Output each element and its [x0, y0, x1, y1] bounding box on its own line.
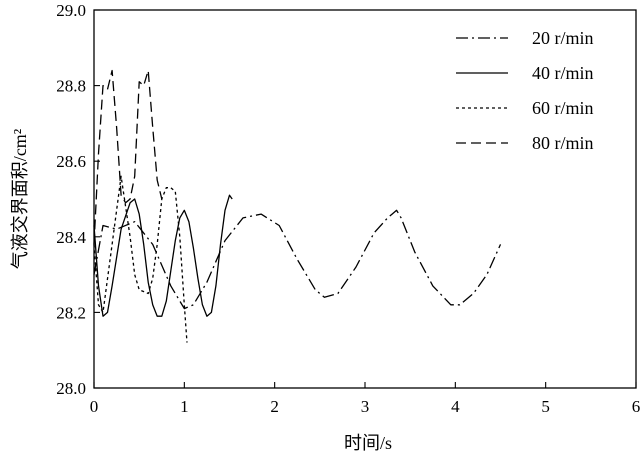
legend-label-1: 20 r/min [532, 28, 594, 48]
x-tick-label: 3 [361, 397, 370, 416]
series-line-2 [93, 194, 233, 317]
x-tick-label: 6 [632, 397, 641, 416]
y-axis-title: 气液交界面积/cm² [10, 129, 30, 269]
series-layer [93, 69, 502, 343]
series-line-4 [93, 69, 163, 245]
y-tick-label: 28.0 [56, 379, 86, 398]
y-tick-label: 28.4 [56, 228, 86, 247]
x-axis-title: 时间/s [344, 433, 392, 453]
series-line-1 [93, 209, 502, 310]
series-line-3 [93, 175, 188, 343]
x-tick-label: 2 [270, 397, 279, 416]
x-tick-label: 0 [90, 397, 99, 416]
y-tick-label: 28.2 [56, 303, 86, 322]
y-tick-label: 28.6 [56, 152, 86, 171]
legend-label-4: 80 r/min [532, 133, 594, 153]
legend-label-2: 40 r/min [532, 63, 594, 83]
x-tick-label: 1 [180, 397, 189, 416]
legend-label-3: 60 r/min [532, 98, 594, 118]
y-tick-label: 29.0 [56, 1, 86, 20]
y-tick-label: 28.8 [56, 77, 86, 96]
x-tick-label: 5 [541, 397, 550, 416]
legend: 20 r/min 40 r/min 60 r/min 80 r/min [456, 28, 594, 153]
axes: 0 1 2 3 4 5 6 28.0 28.2 28.4 28.6 28.8 29.0 [56, 1, 640, 416]
x-tick-label: 4 [451, 397, 460, 416]
